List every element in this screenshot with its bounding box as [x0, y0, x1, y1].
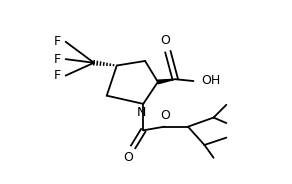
Text: F: F [54, 69, 61, 82]
Text: OH: OH [202, 74, 221, 87]
Text: N: N [137, 106, 146, 119]
Text: F: F [54, 35, 61, 48]
Text: O: O [124, 151, 133, 164]
Text: O: O [160, 34, 170, 47]
Text: F: F [54, 53, 61, 66]
Polygon shape [158, 79, 175, 84]
Text: O: O [160, 109, 170, 122]
